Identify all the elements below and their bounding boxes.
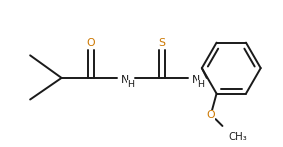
Text: N: N (192, 75, 200, 85)
Text: O: O (206, 110, 215, 120)
Text: H: H (197, 80, 204, 89)
Text: O: O (87, 38, 95, 48)
Text: H: H (127, 80, 134, 89)
Text: S: S (158, 38, 165, 48)
Text: CH₃: CH₃ (228, 132, 247, 142)
Text: N: N (121, 75, 129, 85)
